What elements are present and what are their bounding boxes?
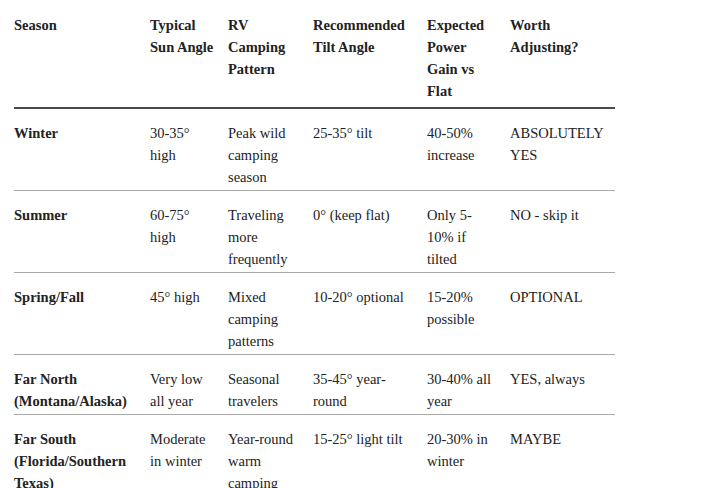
- table-header: Season Typical Sun Angle RV Camping Patt…: [14, 0, 615, 108]
- cell-recommended-tilt-angle: 35-45° year-round: [313, 355, 427, 415]
- cell-expected-power-gain: 40-50% increase: [427, 108, 510, 191]
- cell-worth-adjusting: YES, always: [510, 355, 615, 415]
- cell-rv-camping-pattern: Mixed camping patterns: [228, 273, 313, 355]
- solar-tilt-table-container: Season Typical Sun Angle RV Camping Patt…: [14, 0, 615, 488]
- cell-typical-sun-angle: Very low all year: [150, 355, 228, 415]
- cell-expected-power-gain: Only 5-10% if tilted: [427, 191, 510, 273]
- cell-recommended-tilt-angle: 15-25° light tilt: [313, 415, 427, 488]
- cell-recommended-tilt-angle: 25-35° tilt: [313, 108, 427, 191]
- column-header-season: Season: [14, 0, 150, 108]
- cell-season: Far South (Florida/Southern Texas): [14, 415, 150, 488]
- table-row-winter: Winter 30-35° high Peak wild camping sea…: [14, 108, 615, 191]
- cell-season: Summer: [14, 191, 150, 273]
- column-header-recommended-tilt-angle: Recommended Tilt Angle: [313, 0, 427, 108]
- cell-typical-sun-angle: 45° high: [150, 273, 228, 355]
- cell-rv-camping-pattern: Peak wild camping season: [228, 108, 313, 191]
- cell-expected-power-gain: 20-30% in winter: [427, 415, 510, 488]
- cell-season: Winter: [14, 108, 150, 191]
- cell-rv-camping-pattern: Year-round warm camping: [228, 415, 313, 488]
- table-row-spring-fall: Spring/Fall 45° high Mixed camping patte…: [14, 273, 615, 355]
- cell-expected-power-gain: 15-20% possible: [427, 273, 510, 355]
- season-tilt-table: Season Typical Sun Angle RV Camping Patt…: [14, 0, 615, 488]
- table-row-far-south: Far South (Florida/Southern Texas) Moder…: [14, 415, 615, 488]
- column-header-typical-sun-angle: Typical Sun Angle: [150, 0, 228, 108]
- cell-season: Spring/Fall: [14, 273, 150, 355]
- cell-rv-camping-pattern: Traveling more frequently: [228, 191, 313, 273]
- cell-expected-power-gain: 30-40% all year: [427, 355, 510, 415]
- cell-season: Far North (Montana/Alaska): [14, 355, 150, 415]
- table-row-summer: Summer 60-75° high Traveling more freque…: [14, 191, 615, 273]
- cell-worth-adjusting: MAYBE: [510, 415, 615, 488]
- cell-typical-sun-angle: 30-35° high: [150, 108, 228, 191]
- column-header-expected-power-gain: Expected Power Gain vs Flat: [427, 0, 510, 108]
- cell-worth-adjusting: ABSOLUTELY YES: [510, 108, 615, 191]
- cell-typical-sun-angle: 60-75° high: [150, 191, 228, 273]
- cell-typical-sun-angle: Moderate in winter: [150, 415, 228, 488]
- cell-recommended-tilt-angle: 10-20° optional: [313, 273, 427, 355]
- table-row-far-north: Far North (Montana/Alaska) Very low all …: [14, 355, 615, 415]
- cell-recommended-tilt-angle: 0° (keep flat): [313, 191, 427, 273]
- cell-worth-adjusting: NO - skip it: [510, 191, 615, 273]
- column-header-worth-adjusting: Worth Adjusting?: [510, 0, 615, 108]
- table-body: Winter 30-35° high Peak wild camping sea…: [14, 108, 615, 488]
- column-header-rv-camping-pattern: RV Camping Pattern: [228, 0, 313, 108]
- cell-worth-adjusting: OPTIONAL: [510, 273, 615, 355]
- cell-rv-camping-pattern: Seasonal travelers: [228, 355, 313, 415]
- header-row: Season Typical Sun Angle RV Camping Patt…: [14, 0, 615, 108]
